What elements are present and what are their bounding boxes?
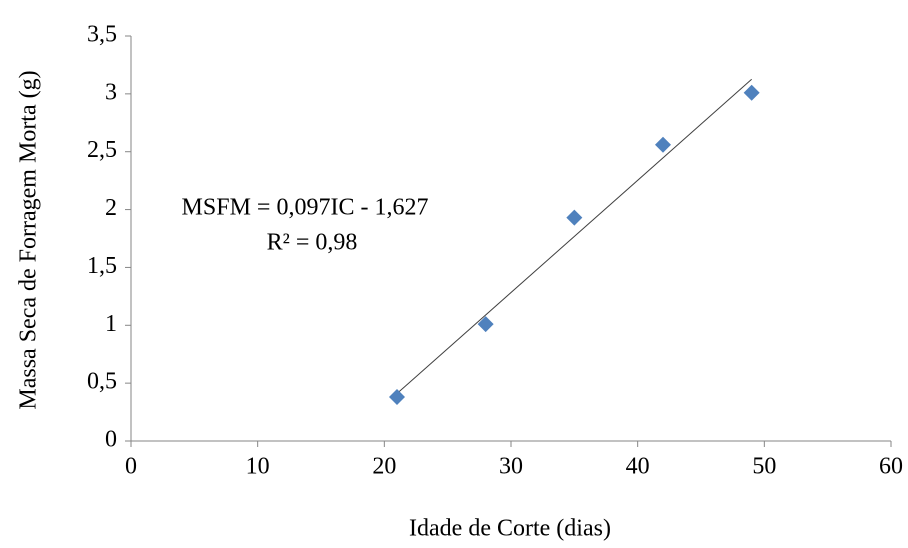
y-axis-title: Massa Seca de Forragem Morta (g)	[16, 70, 42, 409]
x-tick-label: 0	[125, 454, 137, 480]
point	[389, 389, 405, 406]
y-tick-label: 2,5	[87, 137, 117, 163]
x-axis-title: Idade de Corte (dias)	[409, 516, 611, 542]
r-squared: R² = 0,98	[267, 230, 358, 256]
y-tick-label: 3	[105, 79, 117, 105]
point	[566, 209, 583, 226]
trendline	[396, 78, 752, 394]
point	[655, 136, 671, 153]
point	[477, 316, 494, 333]
x-tick-label: 20	[372, 454, 396, 480]
x-tick-label: 50	[752, 454, 776, 480]
x-tick-label: 60	[879, 454, 903, 480]
x-tick-label: 30	[499, 454, 523, 480]
y-tick-label: 2	[105, 195, 117, 221]
y-tick-label: 3,5	[87, 22, 117, 48]
y-tick-label: 1,5	[87, 253, 117, 279]
y-tick-label: 0,5	[87, 369, 117, 395]
point	[743, 84, 760, 101]
equation: MSFM = 0,097IC - 1,627	[182, 195, 429, 221]
y-tick-label: 0	[105, 427, 117, 453]
x-tick-label: 40	[626, 454, 650, 480]
y-tick-label: 1	[105, 311, 117, 337]
x-tick-label: 10	[246, 454, 270, 480]
